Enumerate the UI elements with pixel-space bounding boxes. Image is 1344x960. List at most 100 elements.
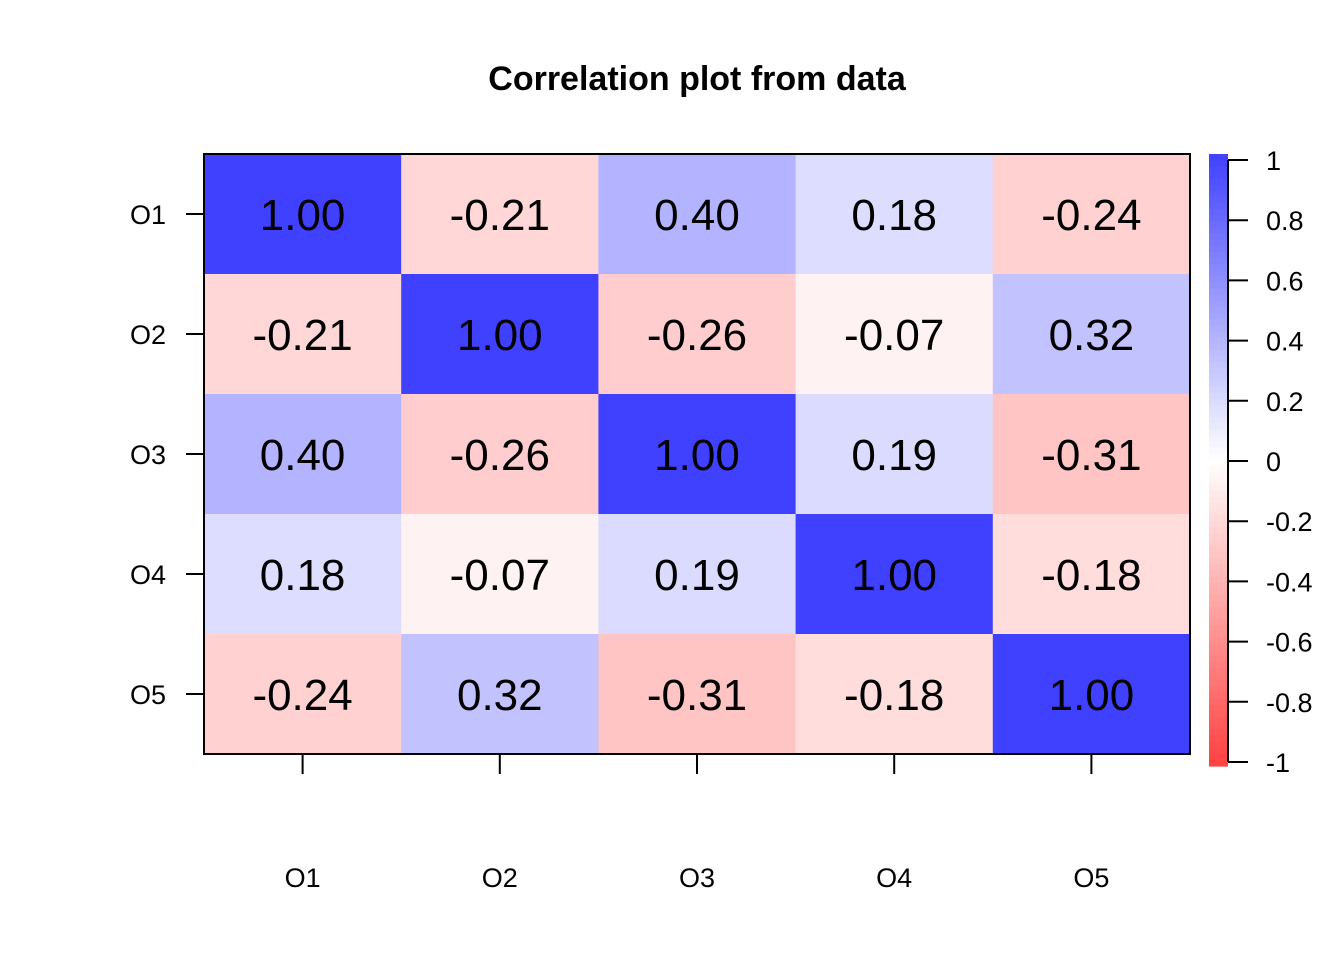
- legend-swatch: [1209, 429, 1228, 437]
- y-axis: O1 O2 O3 O4 O5: [130, 200, 204, 710]
- legend-tick-label: 0.2: [1266, 387, 1304, 417]
- legend-swatch: [1209, 288, 1228, 296]
- legend-swatch: [1209, 484, 1228, 492]
- x-tick-label: O4: [876, 863, 912, 893]
- heatmap-cell: [795, 514, 994, 635]
- legend-swatch: [1209, 166, 1228, 173]
- legend-swatch: [1209, 398, 1228, 406]
- legend-swatch: [1209, 276, 1228, 284]
- cell-value-label: -0.24: [1041, 191, 1141, 240]
- cell-value-label: 1.00: [1049, 671, 1135, 720]
- legend-swatch: [1209, 331, 1228, 339]
- legend-swatch: [1209, 472, 1228, 479]
- heatmap-cell: [204, 634, 402, 755]
- cell-value-label: 0.32: [457, 671, 543, 720]
- legend-swatch: [1209, 686, 1228, 694]
- x-tick-label: O2: [482, 863, 518, 893]
- heatmap-cell: [204, 394, 402, 515]
- legend-swatch: [1209, 717, 1228, 724]
- cell-value-label: -0.31: [647, 671, 747, 720]
- legend-swatch: [1209, 386, 1228, 394]
- legend-swatch: [1209, 307, 1228, 314]
- cell-value-label: -0.21: [252, 311, 352, 360]
- legend-swatch: [1209, 294, 1228, 302]
- cell-value-label: 0.18: [260, 551, 346, 600]
- y-tick-label: O5: [130, 680, 166, 710]
- cell-value-label: 0.32: [1049, 311, 1135, 360]
- legend-swatch: [1209, 258, 1228, 265]
- legend-swatch: [1209, 674, 1228, 681]
- legend-swatch: [1209, 649, 1228, 657]
- legend-swatch: [1209, 209, 1228, 216]
- legend-tick-label: 0: [1266, 447, 1281, 477]
- y-tick-label: O1: [130, 200, 166, 230]
- color-legend: 1 0.8 0.6 0.4 0.2 0 -0.2 -0.4 -0.6 -0.8 -1: [1209, 146, 1313, 778]
- heatmap-cell: [795, 634, 994, 755]
- legend-swatch: [1209, 508, 1228, 516]
- legend-swatch: [1209, 325, 1228, 333]
- legend-swatch: [1209, 221, 1228, 229]
- cell-value-label: -0.31: [1041, 431, 1141, 480]
- cell-value-label: -0.07: [844, 311, 944, 360]
- legend-tick-label: -0.2: [1266, 507, 1313, 537]
- cell-value-label: -0.24: [252, 671, 352, 720]
- legend-swatch: [1209, 619, 1228, 626]
- legend-tick-label: 0.4: [1266, 327, 1304, 357]
- legend-swatch: [1209, 692, 1228, 700]
- x-axis: O1 O2 O3 O4 O5: [285, 754, 1109, 893]
- heatmap-cell: [401, 634, 599, 755]
- legend-swatch: [1209, 582, 1228, 590]
- legend-swatch: [1209, 239, 1228, 247]
- cell-value-label: -0.18: [1041, 551, 1141, 600]
- heatmap-cell: [401, 394, 599, 515]
- y-tick-label: O4: [130, 560, 166, 590]
- legend-swatch: [1209, 154, 1228, 161]
- legend-swatch: [1209, 160, 1228, 167]
- legend-tick-label: 0.8: [1266, 206, 1304, 236]
- legend-swatch: [1209, 196, 1228, 204]
- heatmap-cell: [204, 154, 402, 275]
- legend-swatch: [1209, 613, 1228, 620]
- legend-swatch: [1209, 411, 1228, 418]
- legend-swatch: [1209, 319, 1228, 326]
- heatmap-cell: [992, 634, 1191, 755]
- legend-swatch: [1209, 643, 1228, 651]
- heatmap-cell: [795, 274, 994, 395]
- legend-swatch: [1209, 233, 1228, 241]
- legend-swatch: [1209, 466, 1228, 473]
- legend-swatch: [1209, 545, 1228, 553]
- legend-swatch: [1209, 625, 1228, 632]
- heatmap-cell: [401, 154, 599, 275]
- legend-swatch: [1209, 374, 1228, 382]
- cell-value-label: -0.26: [647, 311, 747, 360]
- legend-swatch: [1209, 710, 1228, 718]
- cell-value-label: -0.26: [450, 431, 550, 480]
- cell-value-label: 0.18: [851, 191, 937, 240]
- legend-swatch: [1209, 496, 1228, 504]
- legend-swatch: [1209, 435, 1228, 443]
- legend-swatch: [1209, 453, 1228, 461]
- legend-swatch: [1209, 349, 1228, 357]
- legend-swatch: [1209, 655, 1228, 663]
- heatmap-cell: [992, 514, 1191, 635]
- legend-tick-label: -1: [1266, 748, 1290, 778]
- legend-swatch: [1209, 570, 1228, 577]
- legend-swatch: [1209, 215, 1228, 222]
- legend-swatch: [1209, 741, 1228, 749]
- heatmap-cell: [401, 274, 599, 395]
- legend-swatch: [1209, 753, 1228, 761]
- legend-swatch: [1209, 184, 1228, 192]
- legend-swatch: [1209, 747, 1228, 755]
- legend-swatch: [1209, 564, 1228, 571]
- legend-tick-label: -0.4: [1266, 567, 1313, 597]
- x-tick-label: O5: [1073, 863, 1109, 893]
- legend-swatch: [1209, 729, 1228, 736]
- legend-swatch: [1209, 698, 1228, 706]
- legend-swatch: [1209, 264, 1228, 271]
- legend-swatch: [1209, 270, 1228, 277]
- legend-swatch: [1209, 594, 1228, 602]
- legend-swatch: [1209, 606, 1228, 614]
- legend-swatch: [1209, 704, 1228, 712]
- heatmap-cell: [795, 394, 994, 515]
